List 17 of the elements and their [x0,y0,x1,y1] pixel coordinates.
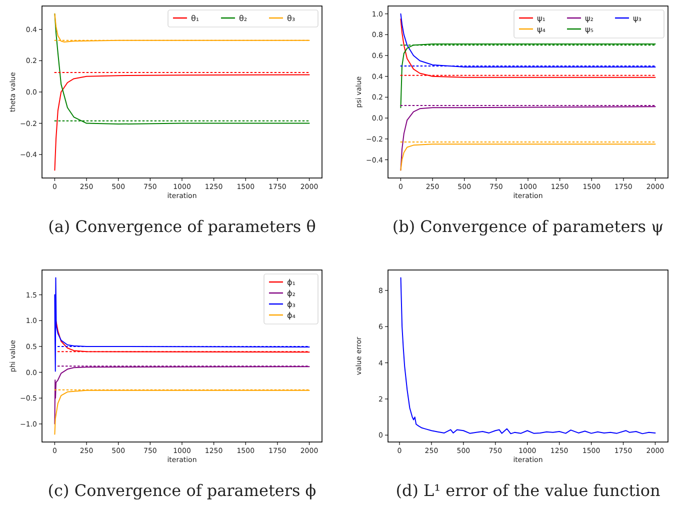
line-series [400,277,656,434]
legend-label: ϕ₂ [287,289,296,298]
legend-label: ϕ₁ [287,278,296,287]
text: (a) Convergence of parameters θ [48,217,316,236]
legend-label: θ₁ [191,14,200,23]
legend-label: ψ₄ [537,25,546,34]
text: (b) Convergence of parameters ψ [392,217,664,236]
text: (c) Convergence of parameters ϕ [48,481,316,500]
legend-label: ψ₅ [585,25,594,34]
legend-label: ψ₂ [585,14,594,23]
legend-label: ψ₁ [537,14,546,23]
legend-label: ϕ₄ [287,311,296,320]
legend-label: θ₂ [239,14,248,23]
legend-label: ψ₃ [633,14,642,23]
legend-label: θ₃ [287,14,296,23]
legend-label: ϕ₃ [287,300,296,309]
text: (d) L¹ error of the value function [396,481,660,500]
